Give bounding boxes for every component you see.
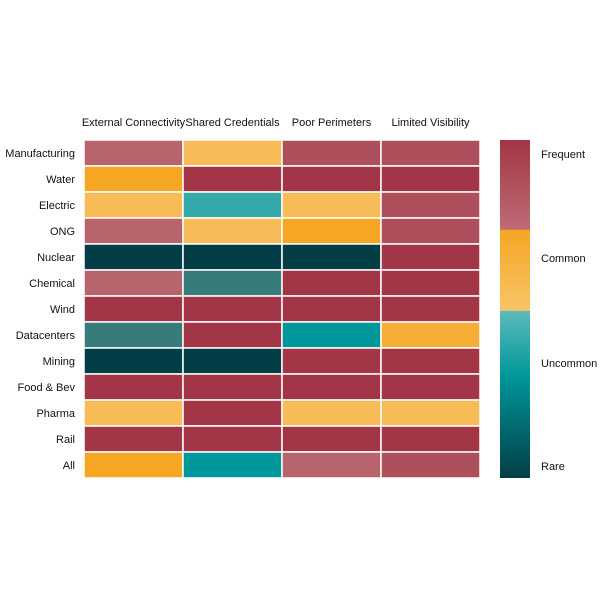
heatmap-cell-7-2 xyxy=(281,321,382,349)
heatmap-cell-2-0 xyxy=(83,191,184,219)
column-label: Poor Perimeters xyxy=(292,117,372,129)
row-label: ONG xyxy=(50,226,75,238)
legend-label: Common xyxy=(541,253,586,265)
row-label: Electric xyxy=(39,200,76,212)
heatmap-cell-4-0 xyxy=(83,243,184,271)
heatmap-cell-1-2 xyxy=(281,165,382,193)
row-label: Chemical xyxy=(29,278,75,290)
heatmap-cell-6-0 xyxy=(83,295,184,323)
heatmap-cell-10-3 xyxy=(380,399,481,427)
heatmap-cell-2-2 xyxy=(281,191,382,219)
row-label: Manufacturing xyxy=(5,148,75,160)
heatmap-cell-12-0 xyxy=(83,451,184,479)
heatmap-cell-9-3 xyxy=(380,373,481,401)
heatmap-cell-8-0 xyxy=(83,347,184,375)
heatmap-cell-10-2 xyxy=(281,399,382,427)
heatmap-cell-1-3 xyxy=(380,165,481,193)
heatmap-cell-11-2 xyxy=(281,425,382,453)
heatmap-cell-7-0 xyxy=(83,321,184,349)
heatmap-cell-10-1 xyxy=(182,399,283,427)
heatmap-cell-9-1 xyxy=(182,373,283,401)
heatmap-cell-12-2 xyxy=(281,451,382,479)
row-label: Datacenters xyxy=(16,330,76,342)
heatmap-cell-0-2 xyxy=(281,139,382,167)
heatmap-cell-9-2 xyxy=(281,373,382,401)
legend-label: Rare xyxy=(541,461,565,473)
heatmap-cell-0-1 xyxy=(182,139,283,167)
heatmap-cell-3-2 xyxy=(281,217,382,245)
heatmap-cell-6-2 xyxy=(281,295,382,323)
heatmap-cell-0-3 xyxy=(380,139,481,167)
row-label: Wind xyxy=(50,304,75,316)
heatmap-cell-11-1 xyxy=(182,425,283,453)
heatmap-cell-5-0 xyxy=(83,269,184,297)
heatmap-cell-8-2 xyxy=(281,347,382,375)
heatmap-cell-7-3 xyxy=(380,321,481,349)
heatmap-cell-3-0 xyxy=(83,217,184,245)
column-label: Limited Visibility xyxy=(391,117,470,129)
heatmap-cell-11-3 xyxy=(380,425,481,453)
heatmap-cell-8-1 xyxy=(182,347,283,375)
legend-color-bar xyxy=(500,140,530,478)
column-label: External Connectivity xyxy=(82,117,186,129)
heatmap-cell-5-3 xyxy=(380,269,481,297)
heatmap-cell-4-3 xyxy=(380,243,481,271)
heatmap-cell-1-1 xyxy=(182,165,283,193)
row-label: Rail xyxy=(56,434,75,446)
heatmap-cell-2-3 xyxy=(380,191,481,219)
row-label: Food & Bev xyxy=(18,382,76,394)
heatmap-cell-3-1 xyxy=(182,217,283,245)
row-label: All xyxy=(63,460,75,472)
row-label: Nuclear xyxy=(37,252,75,264)
legend-label: Frequent xyxy=(541,149,585,161)
heatmap-cell-5-2 xyxy=(281,269,382,297)
heatmap-cell-10-0 xyxy=(83,399,184,427)
heatmap-cell-3-3 xyxy=(380,217,481,245)
heatmap-cell-1-0 xyxy=(83,165,184,193)
heatmap-cell-11-0 xyxy=(83,425,184,453)
row-label: Mining xyxy=(43,356,75,368)
heatmap-cell-2-1 xyxy=(182,191,283,219)
heatmap-cell-8-3 xyxy=(380,347,481,375)
row-label: Water xyxy=(46,174,75,186)
heatmap-cell-6-1 xyxy=(182,295,283,323)
heatmap-cell-4-2 xyxy=(281,243,382,271)
heatmap-cell-9-0 xyxy=(83,373,184,401)
heatmap-cell-4-1 xyxy=(182,243,283,271)
heatmap-cell-5-1 xyxy=(182,269,283,297)
column-label: Shared Credentials xyxy=(185,117,280,129)
row-label: Pharma xyxy=(36,408,75,420)
heatmap-cell-0-0 xyxy=(83,139,184,167)
legend-label: Uncommon xyxy=(541,358,597,370)
heatmap-cell-12-3 xyxy=(380,451,481,479)
heatmap-cell-12-1 xyxy=(182,451,283,479)
heatmap-cell-7-1 xyxy=(182,321,283,349)
heatmap-cell-6-3 xyxy=(380,295,481,323)
